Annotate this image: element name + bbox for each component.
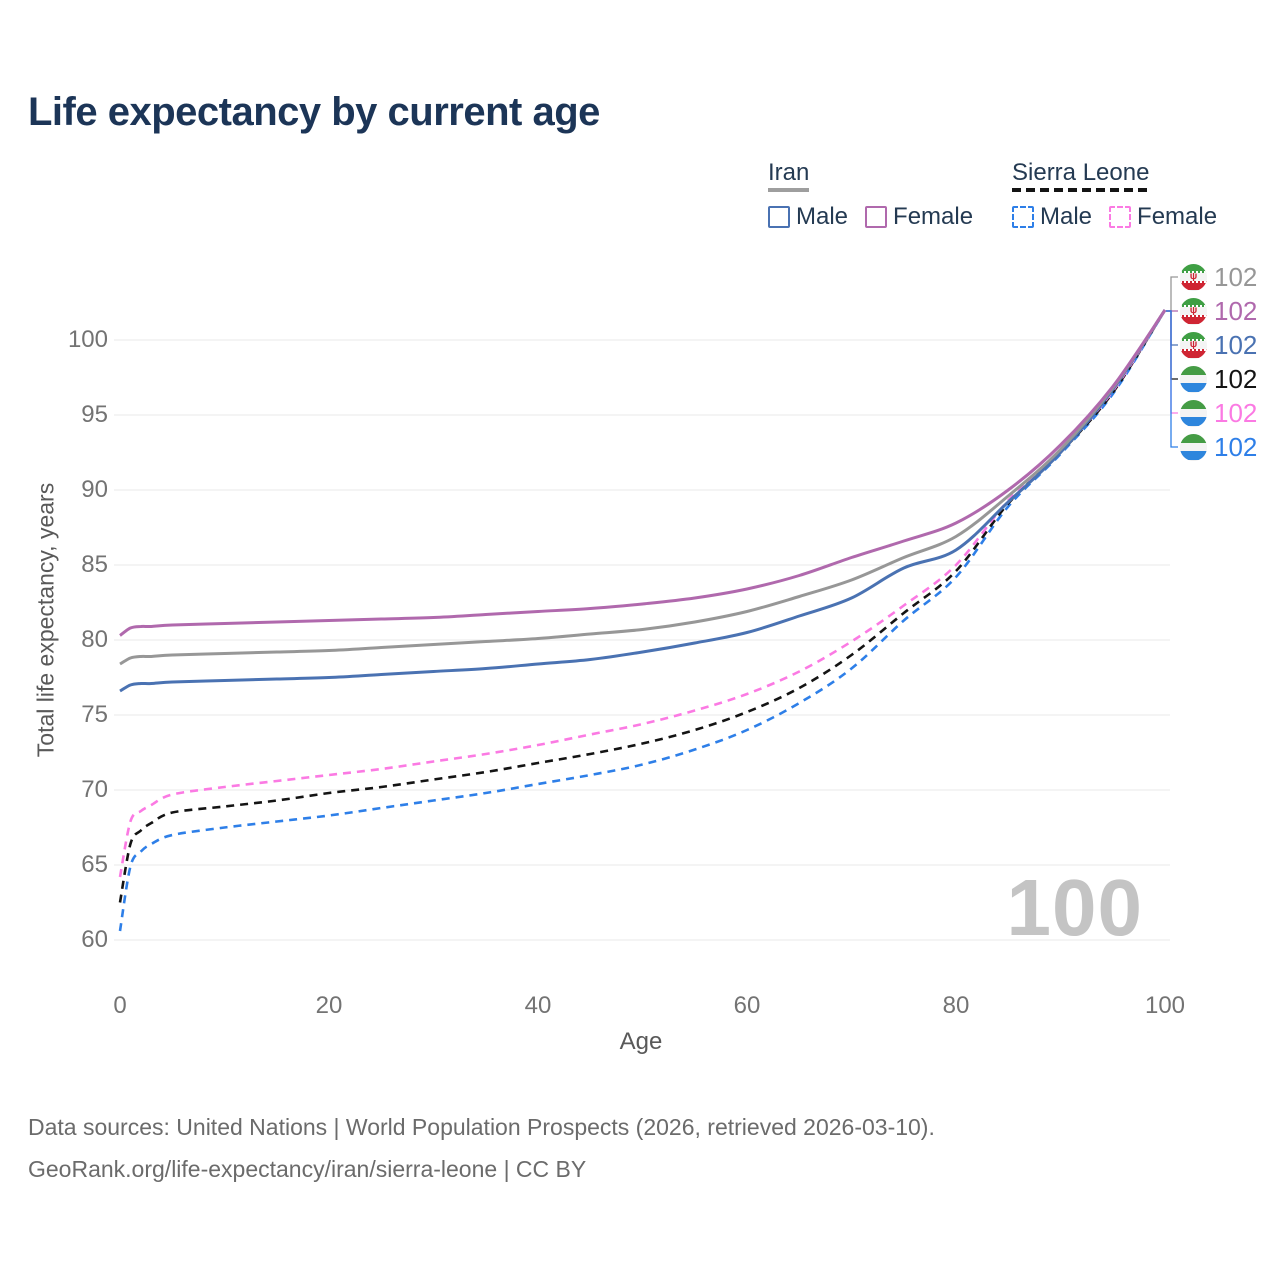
sierra-leone-flag-icon xyxy=(1180,399,1207,427)
end-value: 102 xyxy=(1214,262,1258,292)
end-label-iran-both-sexes: ψ 102 xyxy=(1180,262,1257,292)
legend-toggle-iran-male[interactable]: Male xyxy=(768,203,848,231)
end-label-sierra-leone-both-sexes: 102 xyxy=(1180,364,1257,394)
x-tick-20: 20 xyxy=(315,992,343,1019)
legend-group-iran: Iran Male Female xyxy=(768,160,973,231)
legend-items: Male Female xyxy=(1012,203,1217,231)
legend-checkbox-sierra-leone-female[interactable] xyxy=(1109,206,1132,228)
legend-toggle-sierra-leone-female[interactable]: Female xyxy=(1109,203,1217,231)
end-label-connector-4 xyxy=(1166,310,1178,414)
series-line-sierra-leone-female xyxy=(118,309,1167,878)
footer: Data sources: United Nations | World Pop… xyxy=(28,1106,935,1190)
end-label-sierra-leone-male: 102 xyxy=(1180,432,1257,462)
footer-attribution: GeoRank.org/life-expectancy/iran/sierra-… xyxy=(28,1156,587,1182)
legend-checkbox-sierra-leone-male[interactable] xyxy=(1012,206,1034,228)
x-tick-60: 60 xyxy=(733,992,761,1019)
end-label-connector-5 xyxy=(1166,310,1178,448)
end-value: 102 xyxy=(1214,330,1258,360)
y-tick-85: 85 xyxy=(81,551,108,578)
y-axis-title: Total life expectancy, years xyxy=(32,482,59,758)
series-line-sierra-leone-both xyxy=(118,309,1167,903)
legend-checkbox-iran-male[interactable] xyxy=(768,206,790,228)
end-value: 102 xyxy=(1214,296,1258,326)
y-tick-70: 70 xyxy=(81,776,108,803)
x-tick-40: 40 xyxy=(524,992,552,1019)
series-line-iran-both xyxy=(119,309,1167,666)
legend-toggle-sierra-leone-male[interactable]: Male xyxy=(1012,203,1092,231)
y-tick-65: 65 xyxy=(81,851,108,878)
y-tick-80: 80 xyxy=(81,626,108,653)
iran-flag-icon: ψ xyxy=(1180,331,1207,359)
legend-checkbox-iran-female[interactable] xyxy=(865,206,888,228)
legend-country-underline-dashed xyxy=(1012,188,1150,192)
page-title: Life expectancy by current age xyxy=(28,90,600,134)
series-line-sierra-leone-male xyxy=(118,309,1167,932)
legend: Iran Male Female Sierra Leone Male Female xyxy=(768,160,1268,240)
legend-item-label: Female xyxy=(1137,203,1218,230)
y-tick-95: 95 xyxy=(81,401,108,428)
series-line-iran-male xyxy=(119,309,1167,693)
age-watermark: 100 xyxy=(1006,863,1143,952)
end-label-connector-0 xyxy=(1166,276,1178,312)
legend-group-sierra-leone: Sierra Leone Male Female xyxy=(1012,160,1217,231)
legend-item-label: Male xyxy=(796,203,849,230)
end-value: 102 xyxy=(1214,432,1258,462)
end-label-iran-male: ψ 102 xyxy=(1180,330,1257,360)
x-axis-title: Age xyxy=(619,1028,663,1055)
iran-flag-icon: ψ xyxy=(1180,263,1207,291)
legend-country-underline-solid xyxy=(768,188,810,192)
y-tick-90: 90 xyxy=(81,476,108,503)
footer-data-sources: Data sources: United Nations | World Pop… xyxy=(28,1114,935,1140)
end-value: 102 xyxy=(1214,364,1258,394)
legend-country-iran[interactable]: Iran xyxy=(768,159,810,192)
y-tick-60: 60 xyxy=(81,926,108,953)
x-tick-80: 80 xyxy=(942,992,970,1019)
x-tick-100: 100 xyxy=(1144,992,1186,1019)
legend-item-label: Male xyxy=(1040,203,1093,230)
end-value: 102 xyxy=(1214,398,1258,428)
legend-toggle-iran-female[interactable]: Female xyxy=(865,203,973,231)
iran-flag-icon: ψ xyxy=(1180,297,1207,325)
end-label-sierra-leone-female: 102 xyxy=(1180,398,1257,428)
sierra-leone-flag-icon xyxy=(1180,365,1207,393)
y-tick-100: 100 xyxy=(67,326,108,353)
sierra-leone-flag-icon xyxy=(1180,433,1207,461)
legend-item-label: Female xyxy=(893,203,974,230)
legend-country-sierra-leone[interactable]: Sierra Leone xyxy=(1012,159,1150,192)
y-tick-75: 75 xyxy=(81,701,108,728)
legend-country-label: Sierra Leone xyxy=(1012,159,1150,186)
legend-items: Male Female xyxy=(768,203,973,231)
end-label-iran-female: ψ 102 xyxy=(1180,296,1257,326)
legend-country-label: Iran xyxy=(768,159,810,186)
x-tick-0: 0 xyxy=(113,992,127,1019)
series-line-iran-female xyxy=(119,309,1167,637)
